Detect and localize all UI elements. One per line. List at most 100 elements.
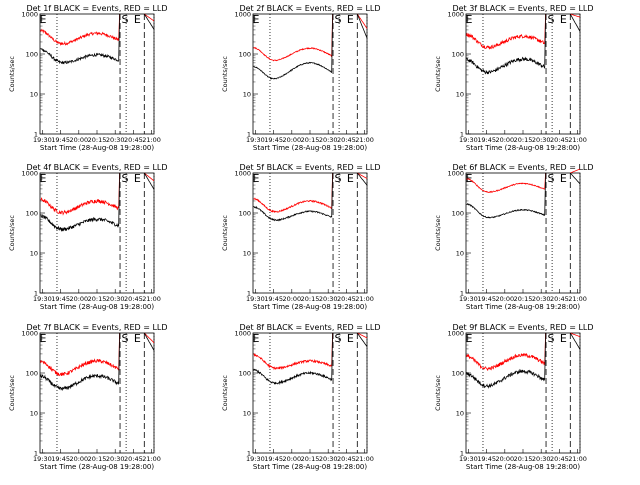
- x-tick-label: 20:00: [69, 455, 88, 463]
- y-tick-label: 1000: [447, 170, 464, 178]
- y-tick-label: 10: [30, 410, 38, 418]
- x-tick-label: 20:00: [495, 455, 514, 463]
- y-axis-label: Counts/sec: [221, 375, 229, 411]
- event-marker: E: [134, 13, 141, 26]
- y-axis-label: Counts/sec: [434, 375, 442, 411]
- y-tick-label: 1: [460, 131, 464, 139]
- x-tick-label: 19:45: [477, 455, 496, 463]
- panel-5: Det 5f BLACK = Events, RED = LLD 1 10 100 10…: [221, 163, 381, 311]
- y-tick-label: 100: [452, 370, 464, 378]
- panel-title: Det 8f BLACK = Events, RED = LLD: [239, 323, 380, 332]
- y-tick-label: 1000: [21, 330, 38, 338]
- x-tick-label: 20:00: [282, 455, 301, 463]
- series-lld-decay: [357, 172, 368, 179]
- y-tick-label: 1000: [447, 11, 464, 19]
- x-tick-label: 20:30: [319, 455, 338, 463]
- series-events: [40, 172, 120, 232]
- y-tick-label: 100: [239, 210, 251, 218]
- series-events-decay: [569, 332, 581, 350]
- panel-title: Det 1f BLACK = Events, RED = LLD: [26, 4, 167, 13]
- series-lld: [466, 332, 546, 371]
- series-events: [466, 332, 546, 389]
- x-axis-label: Start Time (28-Aug-08 19:28:00): [253, 144, 367, 152]
- y-tick-label: 1000: [234, 330, 251, 338]
- x-tick-label: 19:45: [51, 455, 70, 463]
- panel-7: Det 7f BLACK = Events, RED = LLD 1 10 100 10…: [8, 323, 168, 471]
- x-tick-label: 21:00: [142, 455, 161, 463]
- x-axis-label: Start Time (28-Aug-08 19:28:00): [40, 463, 154, 471]
- x-tick-label: 20:45: [550, 455, 569, 463]
- y-tick-label: 10: [243, 410, 251, 418]
- series-lld: [466, 13, 546, 50]
- y-tick-label: 1000: [447, 330, 464, 338]
- series-events: [466, 13, 546, 75]
- event-marker: E: [560, 332, 567, 345]
- y-tick-label: 1000: [21, 11, 38, 19]
- x-tick-label: 20:30: [106, 295, 125, 303]
- series-events-decay: [143, 13, 155, 30]
- x-tick-label: 19:45: [264, 295, 283, 303]
- panel-2: Det 2f BLACK = Events, RED = LLD 1 10 100 10…: [221, 4, 381, 152]
- y-tick-label: 1000: [234, 11, 251, 19]
- series-events-decay: [356, 13, 368, 39]
- x-tick-label: 19:30: [246, 295, 265, 303]
- panel-title: Det 4f BLACK = Events, RED = LLD: [26, 163, 167, 172]
- x-tick-label: 20:45: [337, 455, 356, 463]
- series-lld-decay: [570, 332, 581, 338]
- series-lld: [40, 332, 120, 377]
- y-tick-label: 10: [243, 250, 251, 258]
- x-tick-label: 21:00: [355, 136, 374, 144]
- event-marker: E: [253, 172, 260, 185]
- y-tick-label: 1: [247, 450, 251, 458]
- series-lld-decay: [570, 13, 581, 18]
- x-tick-label: 19:30: [459, 295, 478, 303]
- x-tick-label: 20:45: [337, 295, 356, 303]
- series-lld-decay: [356, 13, 368, 29]
- x-tick-label: 19:45: [477, 295, 496, 303]
- series-lld-decay: [144, 332, 155, 344]
- panel-3: Det 3f BLACK = Events, RED = LLD 1 10 100 10…: [434, 4, 594, 152]
- y-tick-label: 10: [30, 250, 38, 258]
- series-lld: [253, 172, 333, 213]
- y-tick-label: 1000: [21, 170, 38, 178]
- y-tick-label: 100: [26, 51, 38, 59]
- x-tick-label: 20:30: [532, 455, 551, 463]
- panel-title: Det 6f BLACK = Events, RED = LLD: [452, 163, 593, 172]
- x-tick-label: 20:15: [514, 455, 533, 463]
- x-tick-label: 20:30: [532, 295, 551, 303]
- series-events: [253, 172, 333, 222]
- x-tick-label: 21:00: [142, 136, 161, 144]
- x-tick-label: 19:30: [459, 455, 478, 463]
- series-events-decay: [356, 172, 368, 186]
- series-events-decay: [569, 172, 581, 185]
- y-tick-label: 1: [247, 290, 251, 298]
- event-marker: S: [548, 332, 555, 345]
- x-tick-label: 20:15: [301, 136, 320, 144]
- event-marker: E: [134, 172, 141, 185]
- panel-9: Det 9f BLACK = Events, RED = LLD 1 10 100 10…: [434, 323, 594, 471]
- x-tick-label: 20:00: [282, 295, 301, 303]
- x-tick-label: 20:15: [301, 455, 320, 463]
- panel-6: Det 6f BLACK = Events, RED = LLD 1 10 100 10…: [434, 163, 594, 311]
- x-tick-label: 20:45: [337, 136, 356, 144]
- y-tick-label: 10: [456, 250, 464, 258]
- y-axis-label: Counts/sec: [221, 215, 229, 251]
- y-tick-label: 10: [30, 91, 38, 99]
- x-tick-label: 20:00: [495, 295, 514, 303]
- y-tick-label: 1: [460, 450, 464, 458]
- series-events: [253, 332, 333, 386]
- y-tick-label: 10: [456, 410, 464, 418]
- y-tick-label: 1000: [234, 170, 251, 178]
- x-tick-label: 19:30: [33, 455, 52, 463]
- x-tick-label: 21:00: [568, 295, 587, 303]
- event-marker: E: [40, 172, 47, 185]
- x-axis-label: Start Time (28-Aug-08 19:28:00): [253, 303, 367, 311]
- series-events-decay: [143, 332, 155, 351]
- y-tick-label: 1: [34, 450, 38, 458]
- event-marker: S: [548, 172, 555, 185]
- x-tick-label: 20:15: [514, 136, 533, 144]
- x-tick-label: 20:30: [319, 136, 338, 144]
- event-marker: S: [548, 13, 555, 26]
- panel-title: Det 7f BLACK = Events, RED = LLD: [26, 323, 167, 332]
- y-axis-label: Counts/sec: [8, 56, 16, 92]
